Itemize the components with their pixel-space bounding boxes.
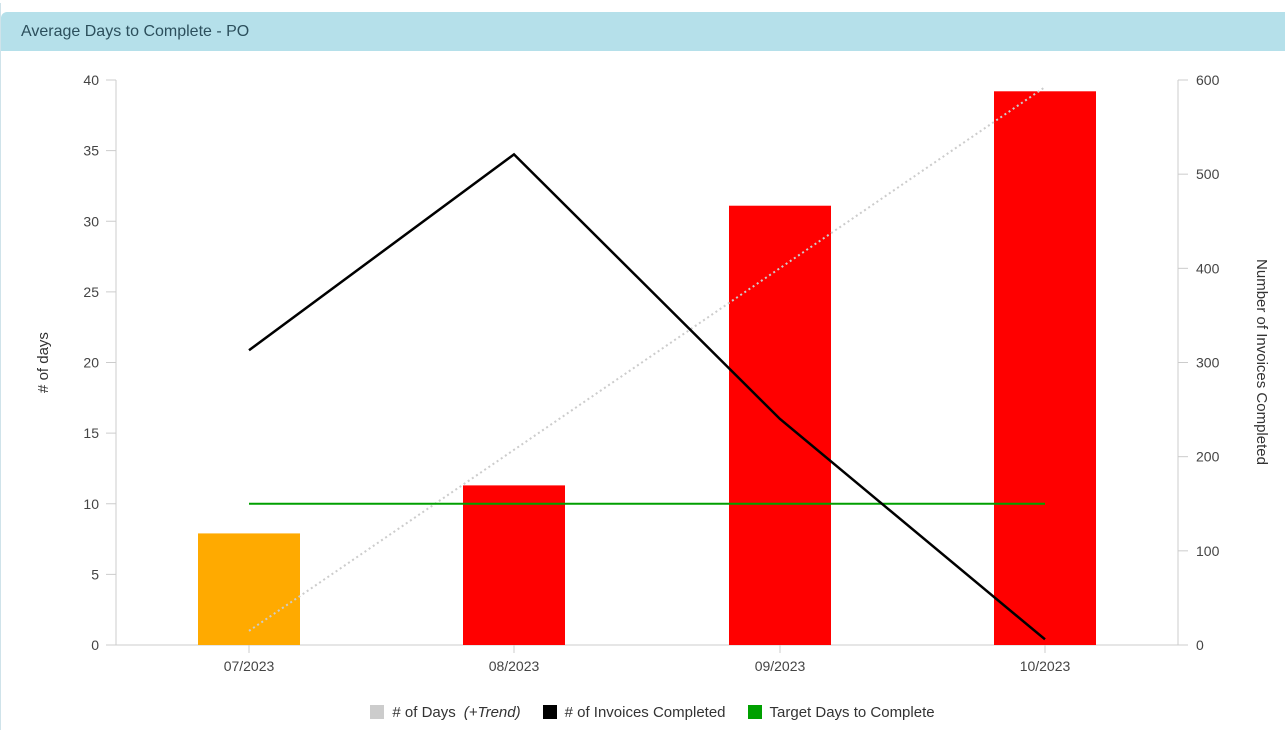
chart-legend: # of Days (+Trend) # of Invoices Complet… (0, 700, 1285, 724)
legend-label-trend: (+Trend) (463, 703, 521, 721)
combo-chart: 0510152025303540010020030040050060007/20… (35, 72, 1270, 674)
x-tick-label: 08/2023 (489, 658, 540, 674)
y-right-tick-label: 500 (1196, 166, 1220, 182)
x-tick-label: 07/2023 (224, 658, 275, 674)
legend-label-invoices: # of Invoices Completed (564, 703, 726, 721)
y-right-tick-label: 300 (1196, 355, 1220, 371)
y-left-tick-label: 25 (83, 284, 99, 300)
panel-title: Average Days to Complete - PO (21, 23, 250, 40)
legend-label-days: # of Days (392, 703, 456, 721)
legend-item-days[interactable]: # of Days (+Trend) (370, 703, 521, 721)
y-right-tick-label: 200 (1196, 449, 1220, 465)
legend-item-target[interactable]: Target Days to Complete (747, 703, 935, 721)
y-right-tick-label: 100 (1196, 543, 1220, 559)
x-tick-label: 09/2023 (755, 658, 806, 674)
legend-swatch-invoices (542, 705, 557, 719)
y-right-tick-label: 600 (1196, 72, 1220, 88)
y-left-tick-label: 35 (83, 143, 99, 159)
bar-days (994, 91, 1096, 646)
panel-header: Average Days to Complete - PO (1, 12, 1285, 51)
legend-label-target: Target Days to Complete (769, 703, 935, 721)
series-line-invoices (248, 152, 1046, 641)
bar-days (198, 533, 300, 645)
y-left-tick-label: 20 (83, 355, 99, 371)
y-axis-right-title: Number of Invoices Completed (1253, 259, 1270, 465)
y-right-tick-label: 400 (1196, 260, 1220, 276)
legend-swatch-target (747, 705, 762, 719)
bar-days (463, 485, 565, 645)
y-left-tick-label: 30 (83, 213, 99, 229)
y-left-tick-label: 15 (83, 425, 99, 441)
y-left-tick-label: 5 (91, 566, 99, 582)
y-axis-left-title: # of days (35, 332, 52, 393)
y-left-tick-label: 40 (83, 72, 99, 88)
legend-item-invoices[interactable]: # of Invoices Completed (542, 703, 726, 721)
x-tick-label: 10/2023 (1020, 658, 1071, 674)
trend-line-days (248, 86, 1046, 632)
y-right-tick-label: 0 (1196, 637, 1204, 653)
y-left-tick-label: 10 (83, 496, 99, 512)
y-left-tick-label: 0 (91, 637, 99, 653)
bar-days (729, 205, 831, 645)
legend-swatch-days (370, 705, 385, 719)
